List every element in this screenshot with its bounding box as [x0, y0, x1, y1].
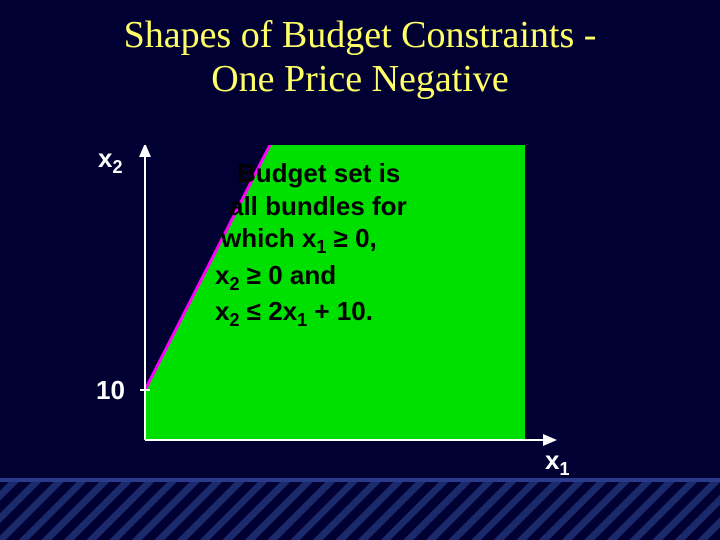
y-axis-label-sub: 2 — [112, 157, 122, 177]
bottom-stripes — [0, 482, 720, 540]
anno-line-4: x2 ≥ 0 and — [215, 259, 407, 296]
budget-chart: x2 x1 10 Budget set is all bundles for w… — [100, 145, 580, 475]
y-axis-arrow — [139, 145, 151, 157]
slide: Shapes of Budget Constraints - One Price… — [0, 0, 720, 540]
slide-title: Shapes of Budget Constraints - One Price… — [0, 14, 720, 101]
title-line-2: One Price Negative — [211, 58, 509, 100]
intercept-label: 10 — [96, 375, 125, 406]
x-axis-label: x1 — [545, 445, 569, 480]
title-line-1: Shapes of Budget Constraints - — [124, 14, 597, 56]
anno-line-1: Budget set is — [215, 157, 407, 190]
budget-annotation: Budget set is all bundles for which x1 ≥… — [215, 157, 407, 332]
y-axis-label: x2 — [98, 143, 122, 178]
anno-line-3: which x1 ≥ 0, — [215, 222, 407, 259]
x-axis-label-text: x — [545, 445, 559, 475]
y-axis-label-text: x — [98, 143, 112, 173]
x-axis-label-sub: 1 — [559, 459, 569, 479]
anno-line-5: x2 ≤ 2x1 + 10. — [215, 295, 407, 332]
anno-line-2: all bundles for — [215, 190, 407, 223]
